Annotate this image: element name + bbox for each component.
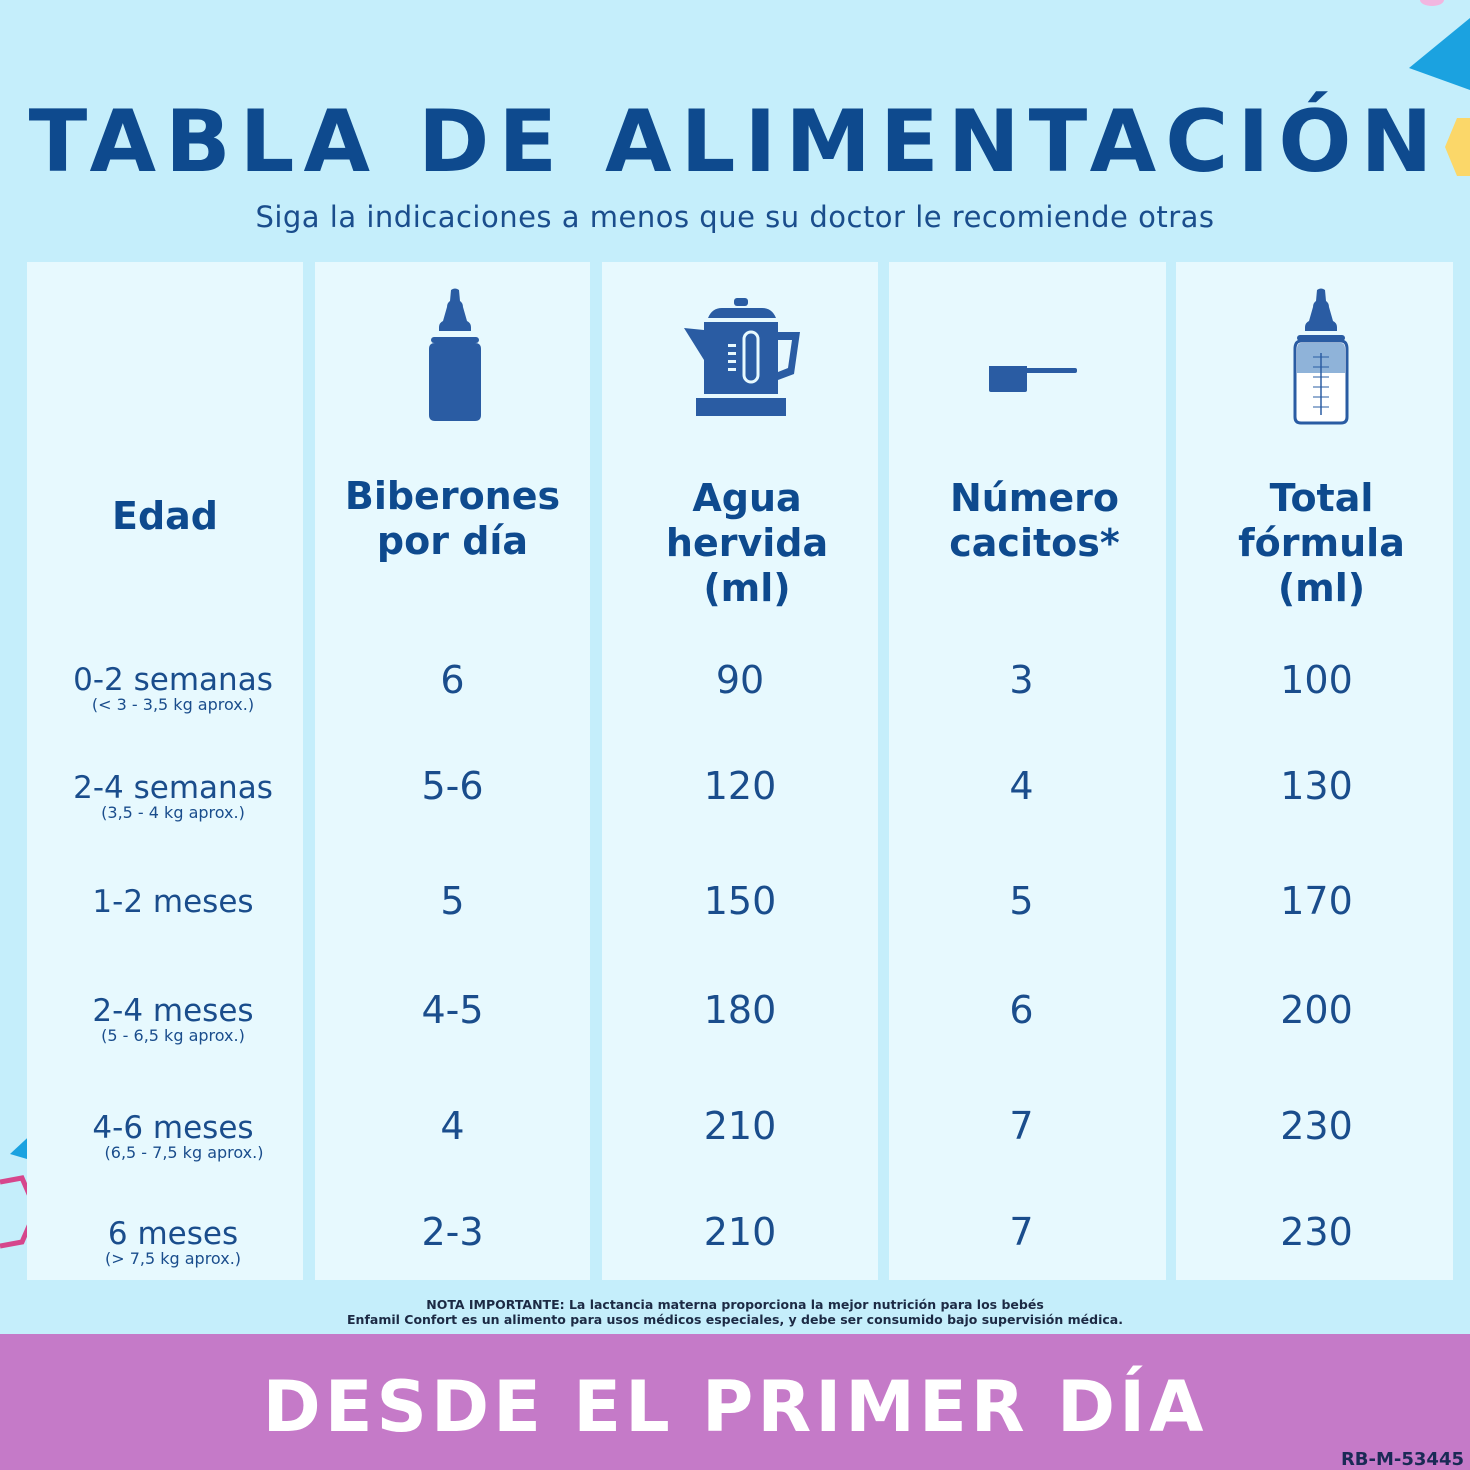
header-total: Total fórmula (ml): [1238, 476, 1405, 610]
important-note: NOTA IMPORTANTE: La lactancia materna pr…: [347, 1297, 1123, 1327]
reference-code: RB-M-53445: [1340, 1449, 1464, 1470]
total-cell: 130: [1280, 764, 1353, 808]
header-cacitos: Número cacitos*: [949, 476, 1120, 565]
total-cell: 100: [1280, 658, 1353, 702]
cacitos-cell: 7: [1009, 1210, 1034, 1254]
column-biberones: Biberones por día 6 5-6 5 4-5 4 2-3: [315, 262, 590, 1280]
age-cell: 2-4 semanas (3,5 - 4 kg aprox.): [73, 770, 273, 822]
agua-cell: 150: [703, 879, 777, 923]
age-cell: 4-6 meses (6,5 - 7,5 kg aprox.): [92, 1110, 264, 1162]
cacitos-cell: 3: [1009, 658, 1034, 702]
scoop-icon: [889, 282, 1166, 432]
total-cell: 200: [1280, 988, 1353, 1032]
total-cell: 170: [1280, 879, 1353, 923]
footer-banner: DESDE EL PRIMER DÍA: [0, 1334, 1470, 1470]
decorative-yellow-hexagon: [1445, 118, 1470, 176]
agua-cell: 180: [703, 988, 777, 1032]
biberones-cell: 4-5: [421, 988, 484, 1032]
agua-cell: 210: [703, 1104, 777, 1148]
baby-bottle-icon: [315, 282, 590, 432]
banner-text: DESDE EL PRIMER DÍA: [262, 1366, 1208, 1448]
decorative-triangle-blue-top: [1409, 18, 1470, 90]
agua-cell: 90: [715, 658, 765, 702]
page-subtitle: Siga la indicaciones a menos que su doct…: [255, 200, 1215, 234]
column-agua: Agua hervida (ml) 90 120 150 180 210 210: [602, 262, 878, 1280]
biberones-cell: 4: [440, 1104, 465, 1148]
header-edad: Edad: [111, 494, 218, 538]
cacitos-cell: 6: [1009, 988, 1034, 1032]
header-agua: Agua hervida (ml): [665, 476, 829, 610]
column-total: Total fórmula (ml) 100 130 170 200 230 2…: [1176, 262, 1453, 1280]
cacitos-cell: 7: [1009, 1104, 1034, 1148]
cacitos-cell: 5: [1009, 879, 1034, 923]
header-biberones: Biberones por día: [344, 474, 561, 563]
page-title: TABLA DE ALIMENTACIÓN: [28, 92, 1442, 192]
age-cell: 0-2 semanas (< 3 - 3,5 kg aprox.): [73, 662, 273, 714]
column-cacitos: Número cacitos* 3 4 5 6 7 7: [889, 262, 1166, 1280]
biberones-cell: 2-3: [421, 1210, 484, 1254]
total-cell: 230: [1280, 1104, 1353, 1148]
kettle-icon: [602, 282, 878, 432]
age-cell: 2-4 meses (5 - 6,5 kg aprox.): [92, 993, 254, 1045]
total-cell: 230: [1280, 1210, 1353, 1254]
biberones-cell: 5-6: [421, 764, 484, 808]
column-edad: Edad 0-2 semanas (< 3 - 3,5 kg aprox.) 2…: [27, 262, 303, 1280]
agua-cell: 210: [703, 1210, 777, 1254]
cacitos-cell: 4: [1009, 764, 1034, 808]
age-cell: 1-2 meses: [92, 884, 254, 920]
agua-cell: 120: [703, 764, 777, 808]
measuring-bottle-icon: [1176, 282, 1453, 432]
biberones-cell: 6: [440, 658, 465, 702]
biberones-cell: 5: [440, 879, 465, 923]
decorative-pink-circle-top: [1420, 0, 1444, 6]
age-cell: 6 meses (> 7,5 kg aprox.): [104, 1216, 242, 1268]
